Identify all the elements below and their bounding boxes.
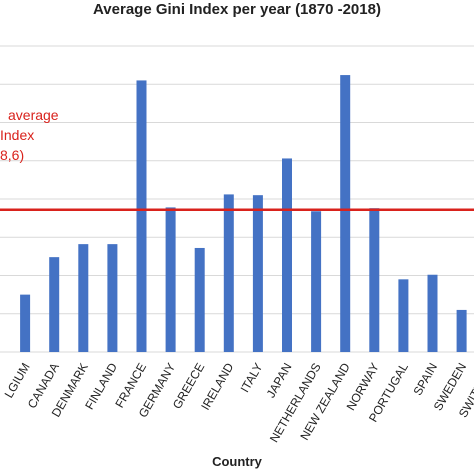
x-tick-label: SPAIN xyxy=(410,361,440,398)
bar xyxy=(369,208,380,352)
bar xyxy=(427,274,438,352)
bar xyxy=(107,244,118,352)
x-tick-labels: LGIUMCANADADENMARKFINLANDFRANCEGERMANYGR… xyxy=(2,360,474,445)
bar xyxy=(311,211,322,352)
bar xyxy=(165,207,176,352)
reference-line-label: Index xyxy=(0,127,34,143)
bar xyxy=(136,80,147,353)
x-tick-label: LGIUM xyxy=(2,361,33,401)
chart-title: Average Gini Index per year (1870 -2018) xyxy=(93,1,381,18)
reference-line-label: average xyxy=(8,107,59,123)
bar xyxy=(398,279,409,352)
bar xyxy=(340,75,351,352)
bar xyxy=(78,244,89,352)
bar xyxy=(282,158,292,352)
bar xyxy=(252,195,263,352)
bars xyxy=(20,75,467,353)
reference-line-label: 8,6) xyxy=(0,147,24,163)
x-axis-title: Country xyxy=(212,454,262,469)
bar xyxy=(20,294,31,352)
bar xyxy=(49,257,60,352)
bar xyxy=(456,309,467,352)
gridlines xyxy=(0,45,474,353)
x-tick-label: ITALY xyxy=(238,361,266,395)
bar xyxy=(223,194,234,352)
bar xyxy=(194,247,205,352)
x-tick-label: JAPAN xyxy=(264,361,295,401)
reference-line-group: average Index 8,6) xyxy=(0,107,474,211)
